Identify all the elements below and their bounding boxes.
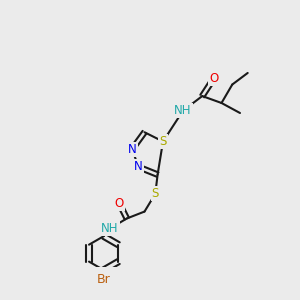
Text: NH: NH bbox=[101, 222, 118, 235]
Text: Br: Br bbox=[97, 273, 111, 286]
Text: N: N bbox=[128, 143, 136, 156]
Text: S: S bbox=[152, 187, 159, 200]
Text: S: S bbox=[159, 135, 167, 148]
Text: NH: NH bbox=[174, 104, 192, 117]
Text: O: O bbox=[209, 72, 218, 85]
Text: N: N bbox=[134, 160, 143, 173]
Text: O: O bbox=[115, 196, 124, 210]
